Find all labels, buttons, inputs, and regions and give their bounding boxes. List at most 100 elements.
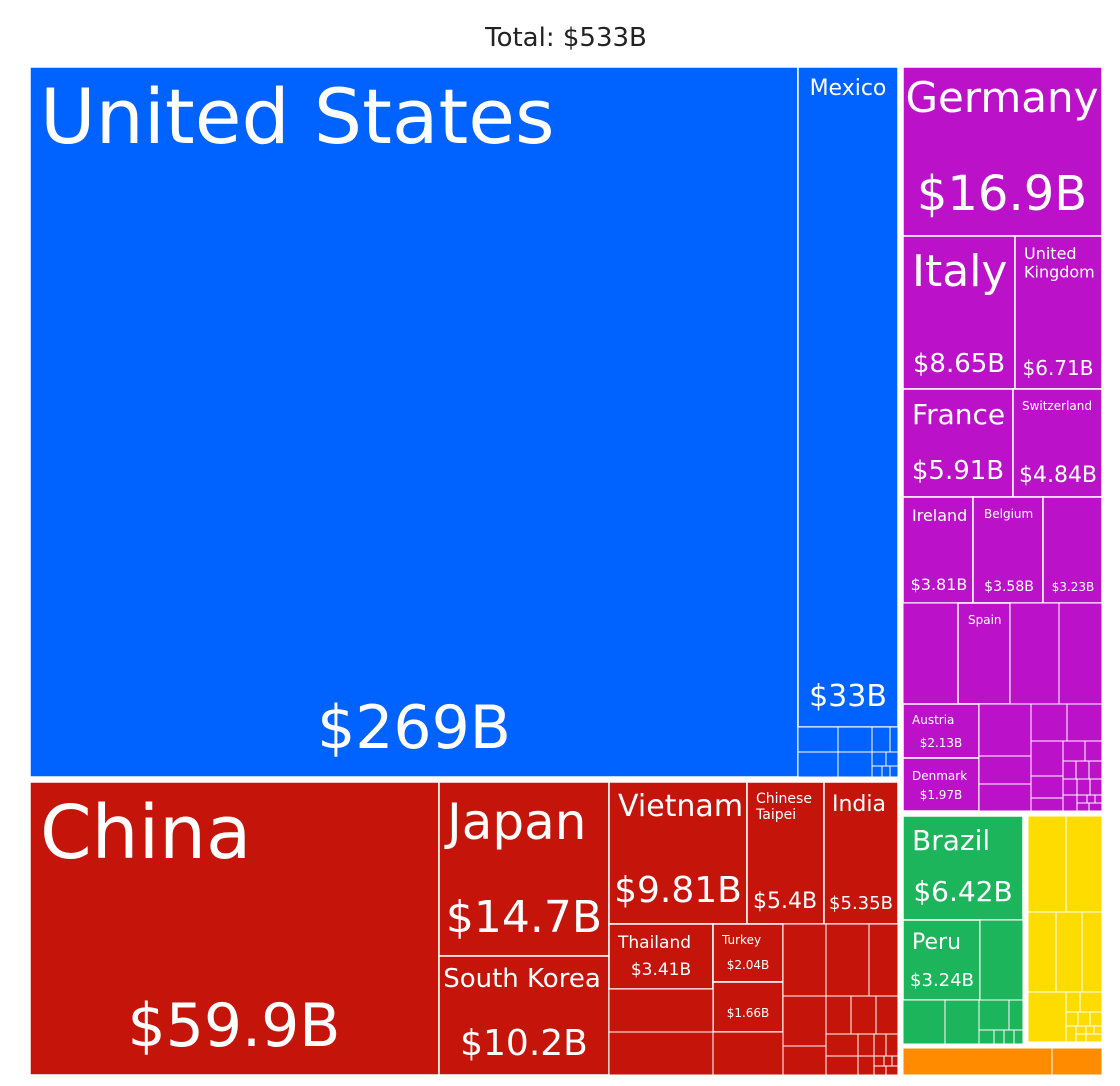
tile-asia-minor xyxy=(825,1055,859,1076)
tile-oceania-minor xyxy=(1075,1033,1087,1043)
tile-europe-minor xyxy=(1062,760,1077,780)
tile-asia-minor xyxy=(825,923,870,997)
tile-france xyxy=(902,388,1014,498)
tile-value-germany: $16.9B xyxy=(917,166,1087,222)
tile-south-korea xyxy=(438,955,610,1076)
tile-united-kingdom xyxy=(1014,235,1103,390)
tile-india xyxy=(823,781,899,925)
tile-value-asia-1-66: $1.66B xyxy=(727,1006,770,1020)
tile-south-america-minor xyxy=(993,1029,1005,1045)
tile-label-switzerland: Switzerland xyxy=(1022,399,1092,413)
tile-south-america-minor xyxy=(944,999,980,1045)
tile-asia-minor xyxy=(608,1031,714,1076)
tile-asia-minor xyxy=(868,923,899,997)
tile-europe-minor xyxy=(1066,703,1103,742)
tile-europe-minor xyxy=(1075,760,1090,780)
tile-label-denmark: Denmark xyxy=(912,769,967,783)
tile-label-united-states: United States xyxy=(40,72,555,161)
tile-north-america-minor xyxy=(881,765,891,778)
tile-asia-minor xyxy=(782,1045,827,1076)
tile-label-brazil: Brazil xyxy=(912,824,990,857)
tile-north-america-minor xyxy=(837,751,873,778)
tile-asia-minor xyxy=(857,1055,875,1076)
tile-asia-minor xyxy=(873,1065,887,1076)
tile-asia-minor xyxy=(850,995,877,1035)
tile-brazil xyxy=(902,815,1024,921)
tile-europe-minor xyxy=(1030,740,1064,777)
tile-value-italy: $8.65B xyxy=(913,349,1005,379)
tile-europe-minor xyxy=(1089,778,1103,796)
tile-label-chinese-taipei: Chinese Taipei xyxy=(755,791,812,823)
tile-north-america-minor xyxy=(889,765,899,778)
tile-value-belgium: $3.58B xyxy=(984,579,1034,595)
tile-asia-minor xyxy=(891,1055,899,1067)
tile-denmark xyxy=(902,757,980,812)
tile-value-mexico: $33B xyxy=(809,679,887,714)
tile-oceania-minor xyxy=(1055,911,1083,993)
tile-label-belgium: Belgium xyxy=(984,507,1033,521)
tile-oceania-minor xyxy=(1065,991,1081,1013)
tile-north-america-minor xyxy=(797,751,839,778)
tile-europe-minor xyxy=(1086,794,1096,804)
tile-value-europe-3-23: $3.23B xyxy=(1052,580,1095,594)
tile-label-austria: Austria xyxy=(912,713,954,727)
tile-europe-minor xyxy=(978,755,1032,785)
tile-africa-minor xyxy=(1051,1047,1103,1076)
tile-oceania-minor xyxy=(1089,1011,1103,1027)
tile-vietnam xyxy=(608,781,748,925)
tile-north-america-minor xyxy=(885,751,899,767)
tile-europe-minor xyxy=(1084,740,1103,762)
tile-oceania-minor xyxy=(1081,911,1103,993)
tile-ireland xyxy=(902,496,974,604)
tile-africa-minor xyxy=(902,1047,1053,1076)
tile-label-turkey: Turkey xyxy=(721,933,761,947)
tile-label-south-korea: South Korea xyxy=(443,964,601,994)
tile-label-italy: Italy xyxy=(912,246,1007,297)
tile-south-america-minor xyxy=(1008,999,1024,1031)
tile-value-chinese-taipei: $5.4B xyxy=(753,889,817,914)
tile-peru xyxy=(902,919,981,1001)
tile-europe-minor xyxy=(1030,797,1064,812)
tile-label-mexico: Mexico xyxy=(810,76,887,101)
tile-belgium xyxy=(972,496,1044,604)
tile-label-india: India xyxy=(832,792,886,817)
tile-united-states xyxy=(29,66,799,778)
tile-oceania-minor xyxy=(1085,1033,1103,1043)
tile-europe-minor xyxy=(1030,703,1068,742)
chart-title: Total: $533B xyxy=(484,23,647,53)
tile-oceania-minor xyxy=(1065,815,1103,913)
tile-asia-minor xyxy=(857,1033,875,1057)
tile-south-america-minor xyxy=(978,999,1010,1031)
tile-europe-minor xyxy=(978,703,1032,757)
tile-asia-minor xyxy=(782,923,827,997)
tile-value-denmark: $1.97B xyxy=(920,788,963,802)
tile-china xyxy=(29,781,440,1076)
tile-south-america-minor xyxy=(979,919,1024,1001)
tile-oceania-minor xyxy=(1085,1025,1095,1035)
tile-europe-3-23 xyxy=(1042,496,1103,604)
tile-label-spain: Spain xyxy=(968,613,1002,627)
tile-value-brazil: $6.42B xyxy=(913,875,1012,908)
tile-mexico xyxy=(797,66,899,728)
tile-asia-minor xyxy=(825,1033,859,1057)
tile-oceania-minor xyxy=(1093,1025,1103,1035)
tile-europe-minor xyxy=(1062,794,1078,812)
tile-europe-minor xyxy=(1076,778,1091,796)
tile-south-america-minor xyxy=(902,999,946,1045)
tile-label-united-kingdom: United Kingdom xyxy=(1024,244,1095,281)
tile-asia-minor xyxy=(875,995,899,1035)
tile-europe-minor xyxy=(902,602,959,705)
tile-oceania-minor xyxy=(1075,1025,1087,1035)
tile-value-switzerland: $4.84B xyxy=(1019,463,1097,488)
tile-switzerland xyxy=(1012,388,1103,498)
tile-north-america-minor xyxy=(871,765,883,778)
tile-europe-minor xyxy=(1062,740,1086,762)
tile-value-ireland: $3.81B xyxy=(911,575,968,594)
tile-asia-minor xyxy=(782,995,827,1047)
tile-value-south-korea: $10.2B xyxy=(460,1023,588,1064)
tile-label-peru: Peru xyxy=(912,930,961,955)
tile-asia-minor xyxy=(825,995,852,1035)
tile-europe-minor xyxy=(1030,775,1064,799)
tile-italy xyxy=(902,235,1016,390)
